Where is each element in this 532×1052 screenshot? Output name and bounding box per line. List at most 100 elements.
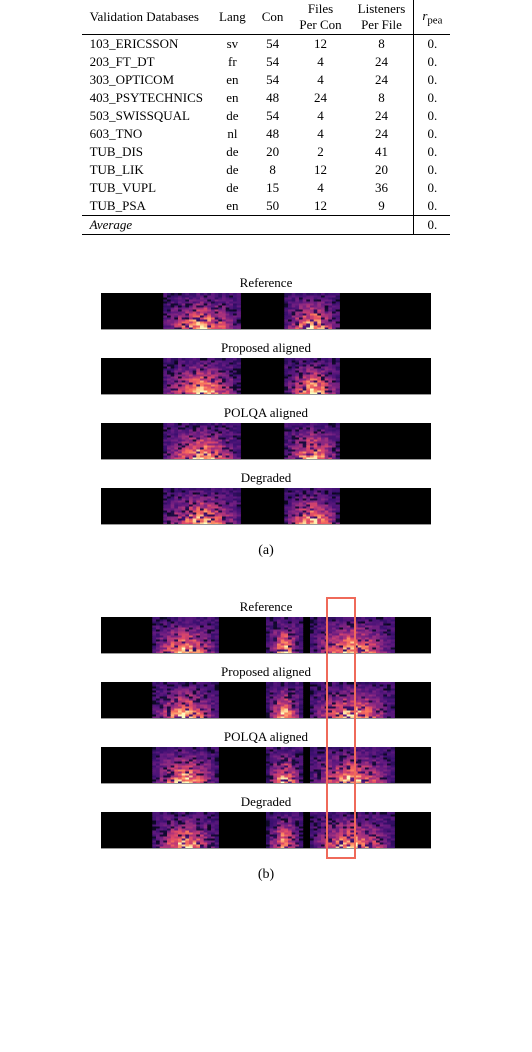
- spectrogram-reference: [101, 617, 431, 654]
- table-row: TUB_PSA en 50 12 9 0.: [82, 197, 451, 216]
- spectrogram-reference: [101, 293, 431, 330]
- cell-con: 54: [254, 53, 292, 71]
- cell-empty: [211, 216, 254, 235]
- cell-fpc: 12: [291, 35, 349, 54]
- spectrogram-title: Proposed aligned: [101, 664, 431, 680]
- spectrogram-title: Reference: [101, 599, 431, 615]
- cell-db: TUB_DIS: [82, 143, 211, 161]
- cell-fpc: 4: [291, 125, 349, 143]
- cell-empty: [254, 216, 292, 235]
- cell-rpea: 0.: [414, 107, 451, 125]
- cell-con: 54: [254, 107, 292, 125]
- cell-con: 20: [254, 143, 292, 161]
- figure-b-caption: (b): [101, 867, 431, 883]
- cell-lang: fr: [211, 53, 254, 71]
- table-body: 103_ERICSSON sv 54 12 8 0. 203_FT_DT fr …: [82, 35, 451, 235]
- table-row: TUB_VUPL de 15 4 36 0.: [82, 179, 451, 197]
- figure-a-caption: (a): [101, 543, 431, 559]
- cell-rpea: 0.: [414, 71, 451, 89]
- cell-rpea: 0.: [414, 179, 451, 197]
- cell-lang: nl: [211, 125, 254, 143]
- cell-fpc: 2: [291, 143, 349, 161]
- col-label-line2: Per File: [361, 17, 402, 32]
- spectrogram-title: POLQA aligned: [101, 405, 431, 421]
- cell-average-value: 0.: [414, 216, 451, 235]
- col-listeners-per-file: Listeners Per File: [350, 0, 414, 35]
- col-label: Con: [262, 9, 284, 24]
- cell-db: 403_PSYTECHNICS: [82, 89, 211, 107]
- spectrogram-title: POLQA aligned: [101, 729, 431, 745]
- spectrogram-title: Degraded: [101, 794, 431, 810]
- col-label: Lang: [219, 9, 246, 24]
- cell-con: 48: [254, 89, 292, 107]
- cell-lpf: 8: [350, 89, 414, 107]
- cell-lpf: 41: [350, 143, 414, 161]
- col-label: rpea: [422, 8, 442, 23]
- spectrogram-polqa-aligned: [101, 423, 431, 460]
- cell-rpea: 0.: [414, 125, 451, 143]
- cell-lpf: 36: [350, 179, 414, 197]
- figure-a: ReferenceProposed alignedPOLQA alignedDe…: [101, 275, 431, 559]
- cell-lpf: 24: [350, 125, 414, 143]
- cell-db: TUB_VUPL: [82, 179, 211, 197]
- cell-fpc: 4: [291, 179, 349, 197]
- cell-con: 54: [254, 71, 292, 89]
- cell-lang: de: [211, 143, 254, 161]
- cell-rpea: 0.: [414, 35, 451, 54]
- cell-rpea: 0.: [414, 53, 451, 71]
- cell-lpf: 24: [350, 71, 414, 89]
- cell-lang: en: [211, 89, 254, 107]
- cell-fpc: 4: [291, 71, 349, 89]
- col-con: Con: [254, 0, 292, 35]
- cell-rpea: 0.: [414, 197, 451, 216]
- cell-average-label: Average: [82, 216, 211, 235]
- cell-lang: de: [211, 179, 254, 197]
- cell-con: 15: [254, 179, 292, 197]
- table-row: TUB_LIK de 8 12 20 0.: [82, 161, 451, 179]
- cell-db: 603_TNO: [82, 125, 211, 143]
- validation-table: Validation Databases Lang Con Files Per …: [82, 0, 451, 235]
- spectrogram-proposed-aligned: [101, 358, 431, 395]
- table-row: 203_FT_DT fr 54 4 24 0.: [82, 53, 451, 71]
- cell-lang: sv: [211, 35, 254, 54]
- cell-lpf: 20: [350, 161, 414, 179]
- table-average-row: Average 0.: [82, 216, 451, 235]
- cell-con: 50: [254, 197, 292, 216]
- spectrogram-degraded: [101, 488, 431, 525]
- spectrogram-title: Degraded: [101, 470, 431, 486]
- cell-fpc: 12: [291, 197, 349, 216]
- cell-con: 48: [254, 125, 292, 143]
- cell-lpf: 9: [350, 197, 414, 216]
- cell-rpea: 0.: [414, 89, 451, 107]
- cell-lpf: 24: [350, 107, 414, 125]
- spectrogram-polqa-aligned: [101, 747, 431, 784]
- cell-lpf: 24: [350, 53, 414, 71]
- table-row: 303_OPTICOM en 54 4 24 0.: [82, 71, 451, 89]
- cell-fpc: 24: [291, 89, 349, 107]
- table-row: 503_SWISSQUAL de 54 4 24 0.: [82, 107, 451, 125]
- col-files-per-con: Files Per Con: [291, 0, 349, 35]
- col-label-line1: Listeners: [358, 1, 406, 16]
- cell-db: 103_ERICSSON: [82, 35, 211, 54]
- col-lang: Lang: [211, 0, 254, 35]
- cell-db: 503_SWISSQUAL: [82, 107, 211, 125]
- cell-con: 8: [254, 161, 292, 179]
- col-label: Validation Databases: [90, 9, 199, 24]
- figure-a-panels: ReferenceProposed alignedPOLQA alignedDe…: [101, 275, 431, 525]
- validation-table-wrap: Validation Databases Lang Con Files Per …: [0, 0, 532, 235]
- table-row: TUB_DIS de 20 2 41 0.: [82, 143, 451, 161]
- cell-con: 54: [254, 35, 292, 54]
- cell-rpea: 0.: [414, 161, 451, 179]
- spectrogram-title: Reference: [101, 275, 431, 291]
- cell-empty: [350, 216, 414, 235]
- cell-lang: de: [211, 107, 254, 125]
- col-validation-db: Validation Databases: [82, 0, 211, 35]
- cell-fpc: 4: [291, 53, 349, 71]
- cell-empty: [291, 216, 349, 235]
- cell-fpc: 4: [291, 107, 349, 125]
- spectrogram-degraded: [101, 812, 431, 849]
- cell-db: TUB_LIK: [82, 161, 211, 179]
- table-row: 603_TNO nl 48 4 24 0.: [82, 125, 451, 143]
- figure-b: Reference Proposed aligned POLQA aligned De…: [101, 599, 431, 883]
- table-row: 103_ERICSSON sv 54 12 8 0.: [82, 35, 451, 54]
